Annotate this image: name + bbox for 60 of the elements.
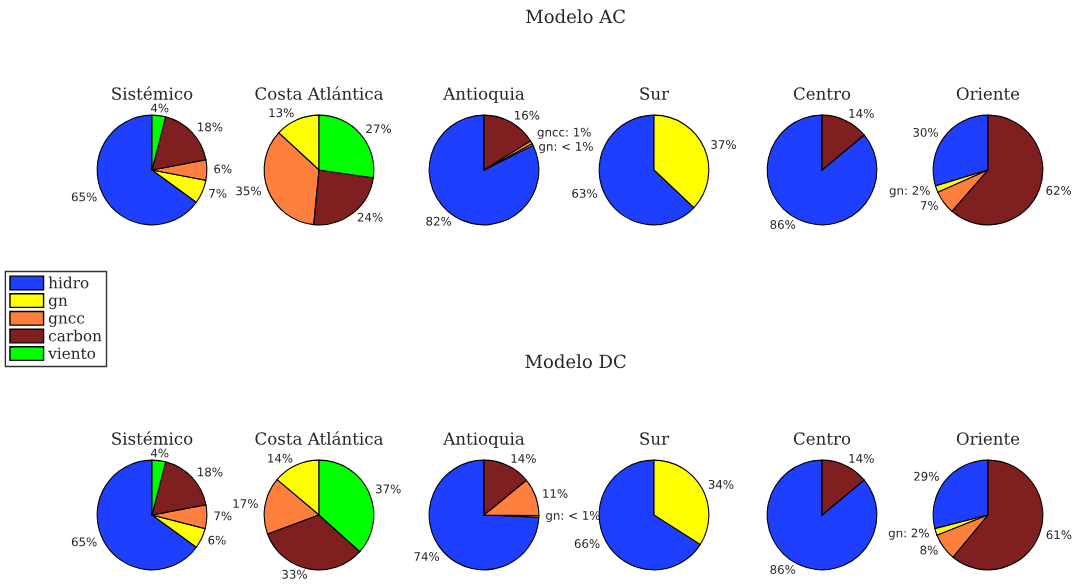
chart-title: Costa Atlántica (255, 431, 384, 445)
data-label: gncc: 1% (537, 127, 591, 139)
data-label: 37% (711, 140, 736, 150)
data-label: 6% (214, 164, 232, 174)
data-label: 14% (511, 453, 536, 463)
data-label: 34% (708, 479, 734, 489)
data-label: gn: 2% (889, 186, 930, 198)
chart-title: Antioquia (443, 432, 525, 449)
chart-title: Sistémico (112, 431, 193, 445)
data-label: 14% (849, 453, 874, 463)
data-label: 13% (269, 108, 294, 118)
data-label: gn: 2% (888, 528, 929, 540)
data-label: 14% (849, 108, 874, 118)
data-label: 7% (214, 511, 232, 521)
legend-label: carbon (48, 329, 102, 342)
legend-label: viento (48, 347, 96, 360)
chart-title: Sur (640, 432, 670, 445)
data-label: 35% (236, 186, 261, 196)
data-label: 4% (150, 103, 169, 113)
data-label: 61% (1046, 530, 1072, 540)
data-label: 7% (209, 188, 227, 198)
chart-title: Sur (640, 87, 670, 100)
data-label: 14% (268, 453, 293, 463)
data-label: 86% (770, 220, 796, 229)
data-label: 18% (198, 122, 223, 132)
legend-label: gn (48, 297, 68, 310)
legend-label: gncc (48, 315, 85, 327)
data-label: 63% (572, 188, 597, 198)
data-label: 11% (543, 489, 568, 498)
data-label: 27% (366, 124, 392, 134)
data-label: 30% (913, 127, 938, 137)
chart-title: Centro (793, 87, 851, 100)
data-label: 82% (426, 216, 452, 226)
data-label: gn: < 1% (539, 141, 593, 154)
data-label: 7% (920, 201, 938, 210)
chart-title: Sistémico (112, 86, 193, 100)
data-label: 86% (770, 565, 796, 574)
data-label: 16% (515, 110, 540, 120)
data-label: 62% (1046, 186, 1072, 195)
data-label: 33% (282, 569, 307, 579)
data-label: 24% (357, 212, 383, 222)
chart-title: Oriente (956, 432, 1020, 445)
data-label: 6% (208, 535, 226, 545)
data-label: 74% (414, 552, 440, 561)
data-label: 4% (150, 448, 169, 458)
data-label: 65% (71, 192, 97, 202)
data-label: 18% (198, 467, 223, 477)
chart-title: Costa Atlántica (255, 86, 384, 100)
data-label: 8% (920, 545, 938, 555)
data-label: 37% (375, 484, 401, 494)
chart-title: Oriente (956, 87, 1020, 100)
text: Modelo DC (525, 354, 626, 369)
chart-title: Centro (793, 432, 851, 445)
data-label: 29% (914, 471, 939, 481)
text: Modelo AC (526, 9, 625, 24)
data-label: 17% (233, 499, 258, 508)
legend-label: hidro (48, 276, 89, 289)
chart-title: Antioquia (443, 87, 525, 104)
data-label: 65% (71, 537, 97, 547)
data-label: 66% (574, 539, 600, 549)
